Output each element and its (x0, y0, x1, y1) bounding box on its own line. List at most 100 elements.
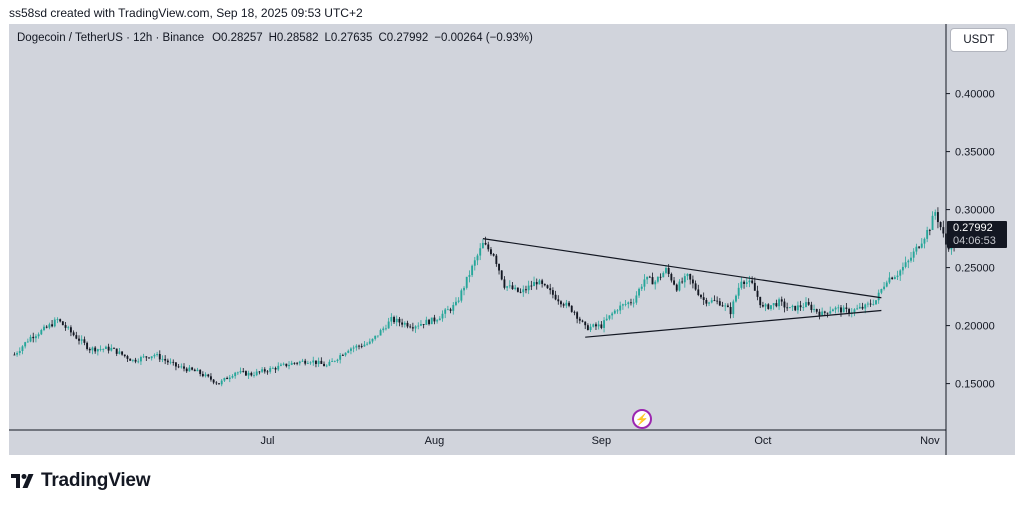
candle-body (226, 377, 229, 380)
candle-body (551, 290, 554, 295)
last-price-tag: 0.27992 04:06:53 (947, 221, 1007, 248)
time-tick-label: Sep (592, 435, 612, 447)
candle-body (323, 363, 325, 367)
candle-body (831, 309, 834, 312)
candle-body (893, 277, 896, 280)
candle-body (910, 257, 912, 261)
candle-body (656, 276, 659, 282)
candle-body (904, 262, 907, 267)
candle-body (269, 368, 272, 372)
candle-body (328, 361, 331, 366)
candle-body (848, 308, 851, 314)
candle-body (519, 291, 522, 293)
candle-body (866, 303, 869, 305)
candle-body (568, 302, 570, 306)
candle-body (188, 367, 191, 372)
candle-body (242, 370, 245, 372)
candle-body (201, 373, 204, 377)
candle-body (883, 286, 886, 290)
candle-body (67, 327, 70, 329)
candle-body (234, 372, 237, 377)
candle-body (756, 290, 759, 297)
candle-body (942, 227, 945, 234)
candle-body (471, 265, 474, 276)
candle-body (691, 279, 694, 284)
candle-body (885, 282, 888, 287)
candle-body (753, 282, 756, 291)
candle-body (441, 313, 444, 319)
candle-body (465, 276, 468, 288)
candle-body (393, 317, 395, 323)
candle-body (872, 304, 875, 305)
candle-body (484, 242, 487, 245)
candle-body (735, 295, 737, 302)
candle-body (570, 305, 573, 312)
candle-body (613, 310, 616, 314)
candle-body (697, 289, 700, 295)
triangle-lower-trendline[interactable] (585, 309, 882, 338)
candle-body (678, 281, 681, 291)
candle-body (104, 346, 107, 349)
candle-body (667, 268, 670, 274)
candle-body (223, 377, 226, 381)
symbol-title[interactable]: Dogecoin / TetherUS · 12h · Binance (17, 32, 205, 44)
currency-button[interactable]: USDT (950, 28, 1008, 52)
candle-body (83, 339, 86, 343)
time-axis: Jul Aug Sep Oct Nov (260, 435, 940, 447)
candle-body (315, 360, 317, 364)
candle-body (80, 339, 83, 341)
ohlc-low: L0.27635 (324, 32, 373, 44)
candle-body (169, 361, 172, 363)
flash-icon[interactable]: ⚡ (632, 409, 652, 429)
candle-body (280, 364, 282, 366)
candle-body (500, 270, 503, 280)
candle-body (662, 272, 665, 278)
candle-body (608, 315, 611, 319)
candle-body (185, 368, 188, 372)
candle-body (837, 307, 840, 309)
candle-body (533, 282, 535, 287)
candle-body (778, 299, 781, 307)
candle-body (156, 354, 159, 355)
candle-body (16, 353, 19, 355)
candle-body (514, 287, 517, 290)
triangle-upper-trendline[interactable] (482, 238, 882, 299)
candle-body (102, 348, 105, 350)
candle-body (301, 360, 304, 362)
candle-body (43, 326, 45, 331)
candlestick-chart[interactable]: 0.40000 0.35000 0.30000 0.25000 0.20000 0.150… (9, 24, 1015, 455)
candle-body (716, 300, 719, 302)
candle-body (869, 303, 872, 305)
candle-body (460, 290, 463, 301)
candle-body (767, 304, 770, 309)
tradingview-logo[interactable]: TradingView (11, 470, 151, 492)
candle-body (573, 311, 576, 313)
candle-body (487, 244, 490, 250)
candle-body (21, 346, 24, 351)
candle-body (654, 281, 657, 285)
candle-body (341, 355, 344, 356)
candle-body (288, 364, 290, 367)
candle-body (45, 326, 48, 328)
candle-body (589, 326, 592, 331)
candle-body (611, 313, 614, 316)
candle-body (877, 292, 880, 301)
candle-body (791, 305, 794, 308)
candle-body (293, 362, 296, 364)
candle-body (648, 276, 651, 278)
candle-body (888, 277, 891, 283)
candle-body (438, 318, 441, 321)
candle-body (896, 275, 899, 278)
candle-body (172, 361, 175, 363)
candle-body (425, 319, 428, 325)
candle-body (786, 307, 789, 309)
candle-body (253, 375, 255, 376)
chart-area[interactable]: 0.40000 0.35000 0.30000 0.25000 0.20000 0.150… (9, 24, 1015, 455)
ohlc-close: C0.27992 (378, 32, 429, 44)
candle-body (96, 349, 99, 352)
price-tick-label: 0.35000 (955, 147, 995, 159)
candle-body (705, 299, 708, 304)
candle-body (358, 345, 360, 347)
candle-body (875, 300, 877, 305)
candle-body (845, 307, 848, 309)
